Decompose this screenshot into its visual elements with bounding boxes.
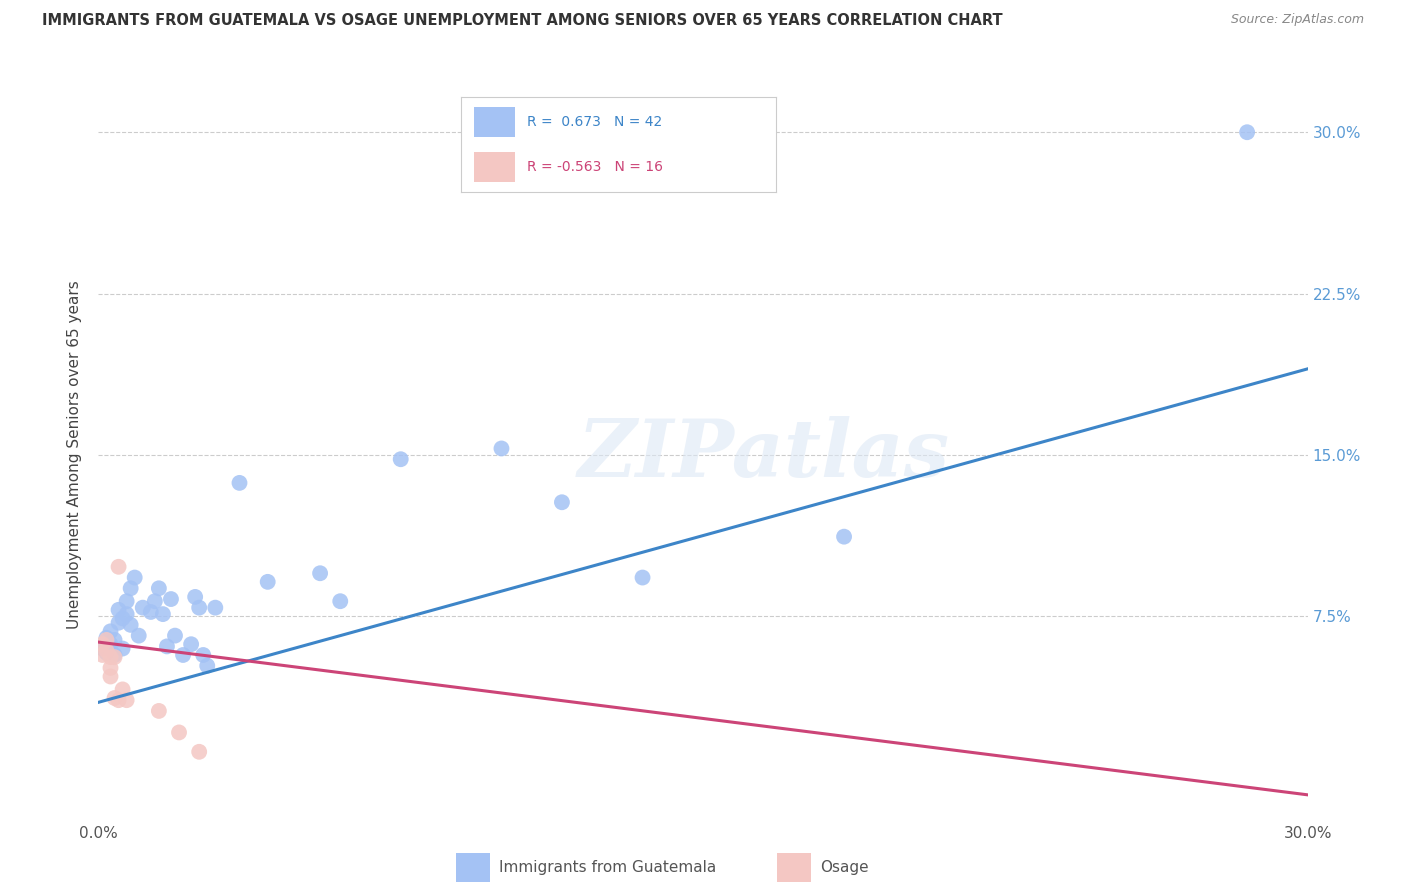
Point — [1236, 125, 1258, 139]
Point — [193, 648, 215, 662]
Point — [107, 603, 129, 617]
Point — [120, 618, 142, 632]
Point — [172, 648, 194, 662]
Point — [188, 600, 211, 615]
Point — [115, 607, 138, 621]
Point — [103, 691, 125, 706]
Point — [111, 682, 134, 697]
Point — [195, 658, 218, 673]
Point — [115, 693, 138, 707]
Point — [167, 725, 190, 739]
Point — [100, 650, 122, 665]
Text: Osage: Osage — [821, 860, 869, 875]
Point — [107, 693, 129, 707]
Point — [91, 637, 114, 651]
Point — [188, 745, 211, 759]
Point — [180, 637, 202, 651]
Point — [156, 640, 179, 654]
Point — [551, 495, 574, 509]
Point — [128, 629, 150, 643]
Point — [160, 592, 183, 607]
Point — [148, 704, 170, 718]
Point — [103, 632, 125, 647]
Point — [132, 600, 155, 615]
Point — [120, 582, 142, 596]
Point — [152, 607, 174, 621]
Point — [107, 559, 129, 574]
Point — [124, 570, 146, 584]
Point — [491, 442, 513, 456]
Point — [103, 650, 125, 665]
Point — [309, 566, 332, 581]
Point — [96, 643, 118, 657]
Point — [204, 600, 226, 615]
Point — [111, 641, 134, 656]
Point — [256, 574, 278, 589]
Text: Immigrants from Guatemala: Immigrants from Guatemala — [499, 860, 716, 875]
Point — [832, 530, 855, 544]
Text: ZIPatlas: ZIPatlas — [578, 417, 949, 493]
Point — [103, 648, 125, 662]
Point — [163, 629, 186, 643]
Point — [91, 641, 114, 656]
Point — [115, 594, 138, 608]
Y-axis label: Unemployment Among Seniors over 65 years: Unemployment Among Seniors over 65 years — [67, 281, 83, 629]
Point — [184, 590, 207, 604]
Point — [228, 475, 250, 490]
Point — [389, 452, 412, 467]
Point — [96, 631, 118, 645]
Point — [111, 611, 134, 625]
Point — [91, 648, 114, 662]
FancyBboxPatch shape — [778, 854, 811, 881]
Point — [100, 624, 122, 639]
Point — [100, 669, 122, 683]
Point — [96, 632, 118, 647]
Point — [143, 594, 166, 608]
Point — [139, 605, 162, 619]
Point — [631, 570, 654, 584]
Point — [329, 594, 352, 608]
Text: Source: ZipAtlas.com: Source: ZipAtlas.com — [1230, 13, 1364, 27]
Point — [107, 615, 129, 630]
Point — [96, 646, 118, 660]
Text: IMMIGRANTS FROM GUATEMALA VS OSAGE UNEMPLOYMENT AMONG SENIORS OVER 65 YEARS CORR: IMMIGRANTS FROM GUATEMALA VS OSAGE UNEMP… — [42, 13, 1002, 29]
FancyBboxPatch shape — [456, 854, 489, 881]
Point — [100, 661, 122, 675]
Point — [148, 582, 170, 596]
Point — [100, 637, 122, 651]
